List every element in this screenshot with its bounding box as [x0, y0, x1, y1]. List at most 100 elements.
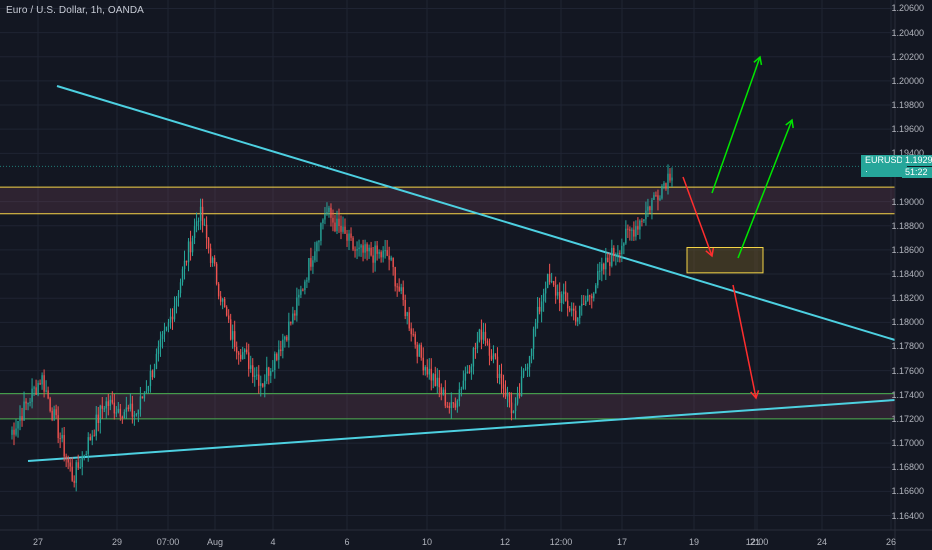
candle-body [488, 343, 491, 356]
candle-body [151, 370, 154, 378]
candle-body [95, 414, 97, 436]
time-tick-label: 24 [816, 537, 828, 547]
candle-body [651, 199, 653, 211]
candle-body [482, 331, 485, 340]
price-tick-label: 1.16400 [891, 510, 924, 521]
candle-body [324, 214, 326, 220]
candle-body [358, 247, 360, 250]
candle-body [464, 373, 467, 381]
candle-body [326, 212, 328, 215]
candle-body [113, 402, 116, 414]
candle-body [65, 456, 67, 459]
time-tick-label: 29 [111, 537, 123, 547]
candle-body [462, 380, 465, 389]
candle-body [599, 270, 601, 272]
candle-body [91, 435, 93, 441]
candle-body [458, 389, 461, 401]
candle-body [67, 458, 69, 463]
candle-body [526, 367, 529, 370]
candle-body [633, 229, 635, 237]
candle-body [468, 371, 471, 373]
candle-body [534, 322, 537, 329]
candle-body [494, 353, 497, 357]
candle-body [312, 260, 314, 267]
candle-body [31, 388, 33, 402]
candle-body [163, 330, 166, 335]
candle-body [127, 407, 130, 409]
candle-body [593, 293, 595, 299]
candle-body [330, 207, 332, 218]
candle-body [101, 405, 103, 409]
candle-body [623, 243, 625, 246]
candle-body [23, 401, 25, 421]
candle-body [203, 224, 206, 226]
candle-body [121, 416, 124, 419]
price-tick-label: 1.20400 [891, 27, 924, 38]
candle-body [440, 387, 443, 395]
candle-body [502, 384, 505, 389]
price-tick-label: 1.19800 [891, 100, 924, 111]
candle-body [530, 348, 533, 357]
candle-body [506, 392, 509, 397]
candle-body [460, 388, 463, 390]
candle-body [219, 296, 222, 302]
candle-body [448, 405, 451, 409]
candle-body [480, 329, 483, 340]
candle-body [637, 226, 639, 230]
candle-body [278, 349, 280, 360]
candle-body [454, 403, 457, 408]
time-tick-label: 10 [421, 537, 433, 547]
candle-body [490, 355, 493, 360]
candle-body [442, 389, 445, 395]
bearish-projection-arrow-1 [682, 176, 715, 258]
candle-body [51, 410, 53, 420]
candle-body [153, 368, 156, 378]
candle-body [125, 407, 128, 412]
candle-body [115, 412, 118, 414]
candle-body [372, 255, 374, 263]
candle-body [209, 248, 212, 263]
candle-body [270, 371, 272, 376]
candle-body [147, 386, 150, 392]
candle-body [298, 294, 300, 298]
candle-body [520, 376, 523, 396]
price-tick-label: 1.18600 [891, 244, 924, 255]
candle-body [107, 401, 109, 406]
candle-body [446, 405, 449, 407]
candle-body [280, 349, 282, 352]
candle-body [472, 348, 475, 367]
candle-body [11, 429, 13, 435]
candle-body [85, 453, 87, 456]
candle-body [577, 317, 579, 322]
candle-body [288, 321, 290, 341]
candle-body [286, 336, 288, 341]
candle-body [201, 206, 204, 226]
bearish-projection-arrow-2 [732, 284, 760, 400]
candle-body [191, 237, 194, 253]
candle-body [167, 322, 170, 327]
candle-body [466, 371, 469, 374]
candle-body [227, 315, 230, 320]
candle-body [320, 223, 322, 241]
candle-body [486, 340, 489, 344]
candle-body [223, 298, 226, 307]
candle-body [404, 299, 406, 317]
candle-body [159, 338, 162, 347]
candle-body [428, 368, 430, 375]
candle-body [438, 377, 440, 388]
candle-body [402, 287, 404, 300]
resistance-zone [0, 187, 895, 214]
candle-body [657, 195, 659, 200]
candle-body [382, 250, 384, 258]
candle-body [173, 306, 176, 320]
candle-body [500, 373, 503, 385]
price-tick-label: 1.17200 [891, 413, 924, 424]
candle-body [296, 297, 298, 316]
candle-body [550, 281, 553, 283]
candle-body [99, 405, 101, 424]
candle-body [139, 396, 142, 410]
candle-body [25, 401, 27, 404]
candle-body [35, 387, 37, 395]
candle-body [388, 255, 390, 260]
